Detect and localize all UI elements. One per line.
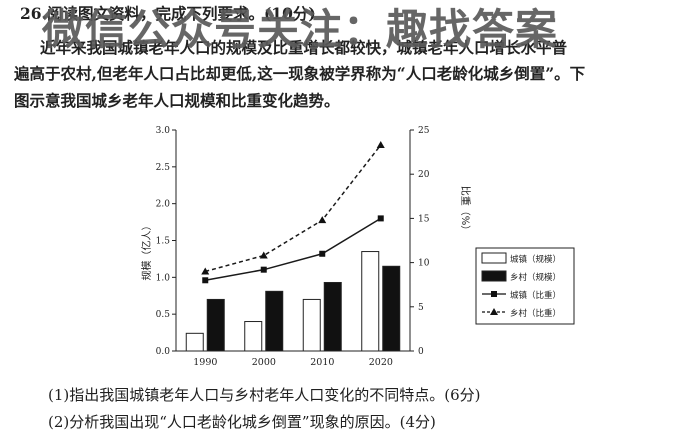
sub-question-1: (1)指出我国城镇老年人口与乡村老年人口变化的不同特点。(6分) <box>48 386 481 404</box>
right-tick-label: 25 <box>418 126 430 136</box>
bar <box>302 298 321 352</box>
bar <box>185 332 204 352</box>
legend-label: 乡村（规模） <box>510 272 561 283</box>
intro-line-3: 图示意我国城乡老年人口规模和比重变化趋势。 <box>14 91 340 110</box>
bar <box>206 298 225 352</box>
right-tick-label: 10 <box>418 259 430 269</box>
legend-marker <box>490 308 498 315</box>
left-tick-label: 3.0 <box>156 126 171 136</box>
legend-label: 乡村（比重） <box>510 308 561 319</box>
legend-swatch <box>481 270 507 282</box>
left-tick-label: 1.5 <box>156 237 171 247</box>
right-axis-title: 比重（%） <box>459 186 472 236</box>
question-header: 26.阅读图文资料，完成下列要求。(10分) <box>20 4 316 23</box>
x-tick-label: 1990 <box>193 357 217 368</box>
right-tick-label: 20 <box>418 170 430 180</box>
right-tick-label: 15 <box>418 214 430 224</box>
bar <box>265 290 284 352</box>
line-point <box>259 251 268 259</box>
bar <box>323 281 342 352</box>
line-point <box>376 141 385 149</box>
watermark-overlay: 微信公众号关注：趣找答案 <box>42 5 559 54</box>
left-tick-label: 2.5 <box>156 163 171 173</box>
sub-question-2: (2)分析我国出现“人口老龄化城乡倒置”现象的原因。(4分) <box>48 413 436 431</box>
bar <box>244 321 263 352</box>
line-point <box>201 267 210 275</box>
series-line <box>205 144 382 273</box>
intro-line-1: 近年来我国城镇老年人口的规模及比重增长都较快，城镇老年人口增长水平普 <box>40 38 568 57</box>
left-tick-label: 0.5 <box>156 310 171 320</box>
right-tick-label: 0 <box>418 347 424 357</box>
legend-marker <box>491 291 497 297</box>
legend-label: 城镇（规模） <box>510 254 561 265</box>
x-tick-label: 2010 <box>310 357 334 368</box>
bar <box>361 251 380 352</box>
left-tick-label: 0.0 <box>156 347 171 357</box>
intro-line-2: 遍高于农村,但老年人口占比却更低,这一现象被学界称为“人口老龄化城乡倒置”。下 <box>14 64 586 83</box>
line-point <box>377 215 384 222</box>
bar <box>382 265 401 352</box>
series-line <box>205 217 382 282</box>
line-point <box>202 277 209 284</box>
legend-swatch <box>481 252 507 264</box>
line-point <box>260 266 267 273</box>
left-tick-label: 1.0 <box>156 273 171 283</box>
line-point <box>318 216 327 224</box>
legend-label: 城镇（比重） <box>510 290 561 301</box>
left-tick-label: 2.0 <box>156 200 171 210</box>
right-tick-label: 5 <box>418 303 424 313</box>
left-axis-title: 规模（亿人） <box>140 221 153 281</box>
x-tick-label: 2000 <box>252 357 276 368</box>
line-point <box>319 250 326 257</box>
x-tick-label: 2020 <box>369 357 393 368</box>
